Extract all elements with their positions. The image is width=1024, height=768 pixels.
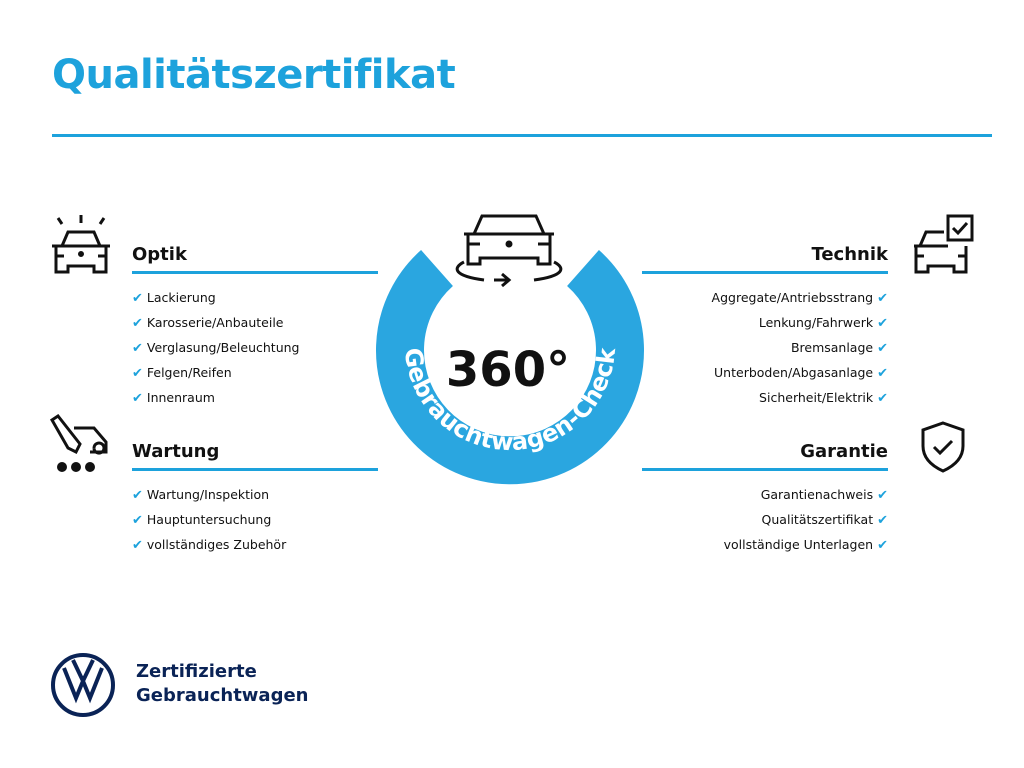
check-icon: ✔ [877, 538, 888, 553]
ring-arc [376, 250, 644, 485]
list-item: ✔ vollständiges Zubehör [132, 537, 287, 553]
vw-logo [51, 653, 115, 717]
list-item: Sicherheit/Elektrik ✔ [759, 390, 888, 406]
section-divider [132, 271, 378, 274]
list-item: ✔ Hauptuntersuchung [132, 512, 272, 528]
360-check-badge: Gebrauchtwagen-Check 360° [376, 214, 644, 485]
360-label: 360° [446, 342, 570, 398]
section-heading: Optik [132, 244, 187, 265]
section-heading: Technik [811, 244, 888, 265]
list-item: vollständige Unterlagen ✔ [723, 537, 888, 553]
section-divider [642, 271, 888, 274]
check-icon: ✔ [877, 488, 888, 503]
section-wartung: Wartung ✔ Wartung/Inspektion ✔ Hauptunte… [132, 441, 378, 558]
check-icon: ✔ [132, 291, 143, 306]
section-optik: Optik ✔ Lackierung ✔ Karosserie/Anbautei… [132, 244, 378, 411]
list-item: Lenkung/Fahrwerk ✔ [758, 315, 888, 331]
rotating-car-icon [455, 214, 563, 288]
list-item: ✔ Innenraum [132, 390, 215, 406]
check-icon: ✔ [132, 316, 143, 331]
list-item: Aggregate/Antriebsstrang ✔ [711, 290, 888, 306]
list-item: Bremsanlage ✔ [790, 340, 888, 356]
check-icon: ✔ [132, 366, 143, 381]
brand-line2: Gebrauchtwagen [136, 685, 309, 706]
check-icon: ✔ [132, 341, 143, 356]
check-icon: ✔ [132, 488, 143, 503]
check-icon: ✔ [877, 291, 888, 306]
check-icon: ✔ [877, 513, 888, 528]
check-icon: ✔ [877, 366, 888, 381]
service-vehicle-icon [50, 414, 108, 472]
car-checklist-icon [914, 214, 974, 274]
section-heading: Garantie [800, 441, 888, 462]
check-icon: ✔ [877, 316, 888, 331]
check-icon: ✔ [132, 513, 143, 528]
check-icon: ✔ [132, 391, 143, 406]
section-divider [642, 468, 888, 471]
section-technik: Technik Aggregate/Antriebsstrang ✔ Lenku… [642, 244, 888, 411]
list-item: Garantienachweis ✔ [760, 487, 888, 503]
list-item: Qualitätszertifikat ✔ [761, 512, 888, 528]
section-heading: Wartung [132, 441, 220, 462]
list-item: ✔ Wartung/Inspektion [132, 487, 270, 503]
section-divider [132, 468, 378, 471]
shield-check-icon [921, 421, 965, 473]
list-item: ✔ Lackierung [132, 290, 216, 306]
check-icon: ✔ [877, 391, 888, 406]
list-item: ✔ Felgen/Reifen [132, 365, 232, 381]
brand-text: Zertifizierte Gebrauchtwagen [136, 660, 308, 708]
page-title: Qualitätszertifikat [52, 52, 456, 98]
list-item: ✔ Karosserie/Anbauteile [132, 315, 284, 331]
section-garantie: Garantie Garantienachweis ✔ Qualitätszer… [642, 441, 888, 558]
car-lights-icon [52, 215, 110, 274]
check-icon: ✔ [132, 538, 143, 553]
list-item: ✔ Verglasung/Beleuchtung [132, 340, 300, 356]
check-icon: ✔ [877, 341, 888, 356]
title-divider [52, 134, 992, 137]
list-item: Unterboden/Abgasanlage ✔ [714, 365, 888, 381]
brand-line1: Zertifizierte [136, 661, 257, 682]
